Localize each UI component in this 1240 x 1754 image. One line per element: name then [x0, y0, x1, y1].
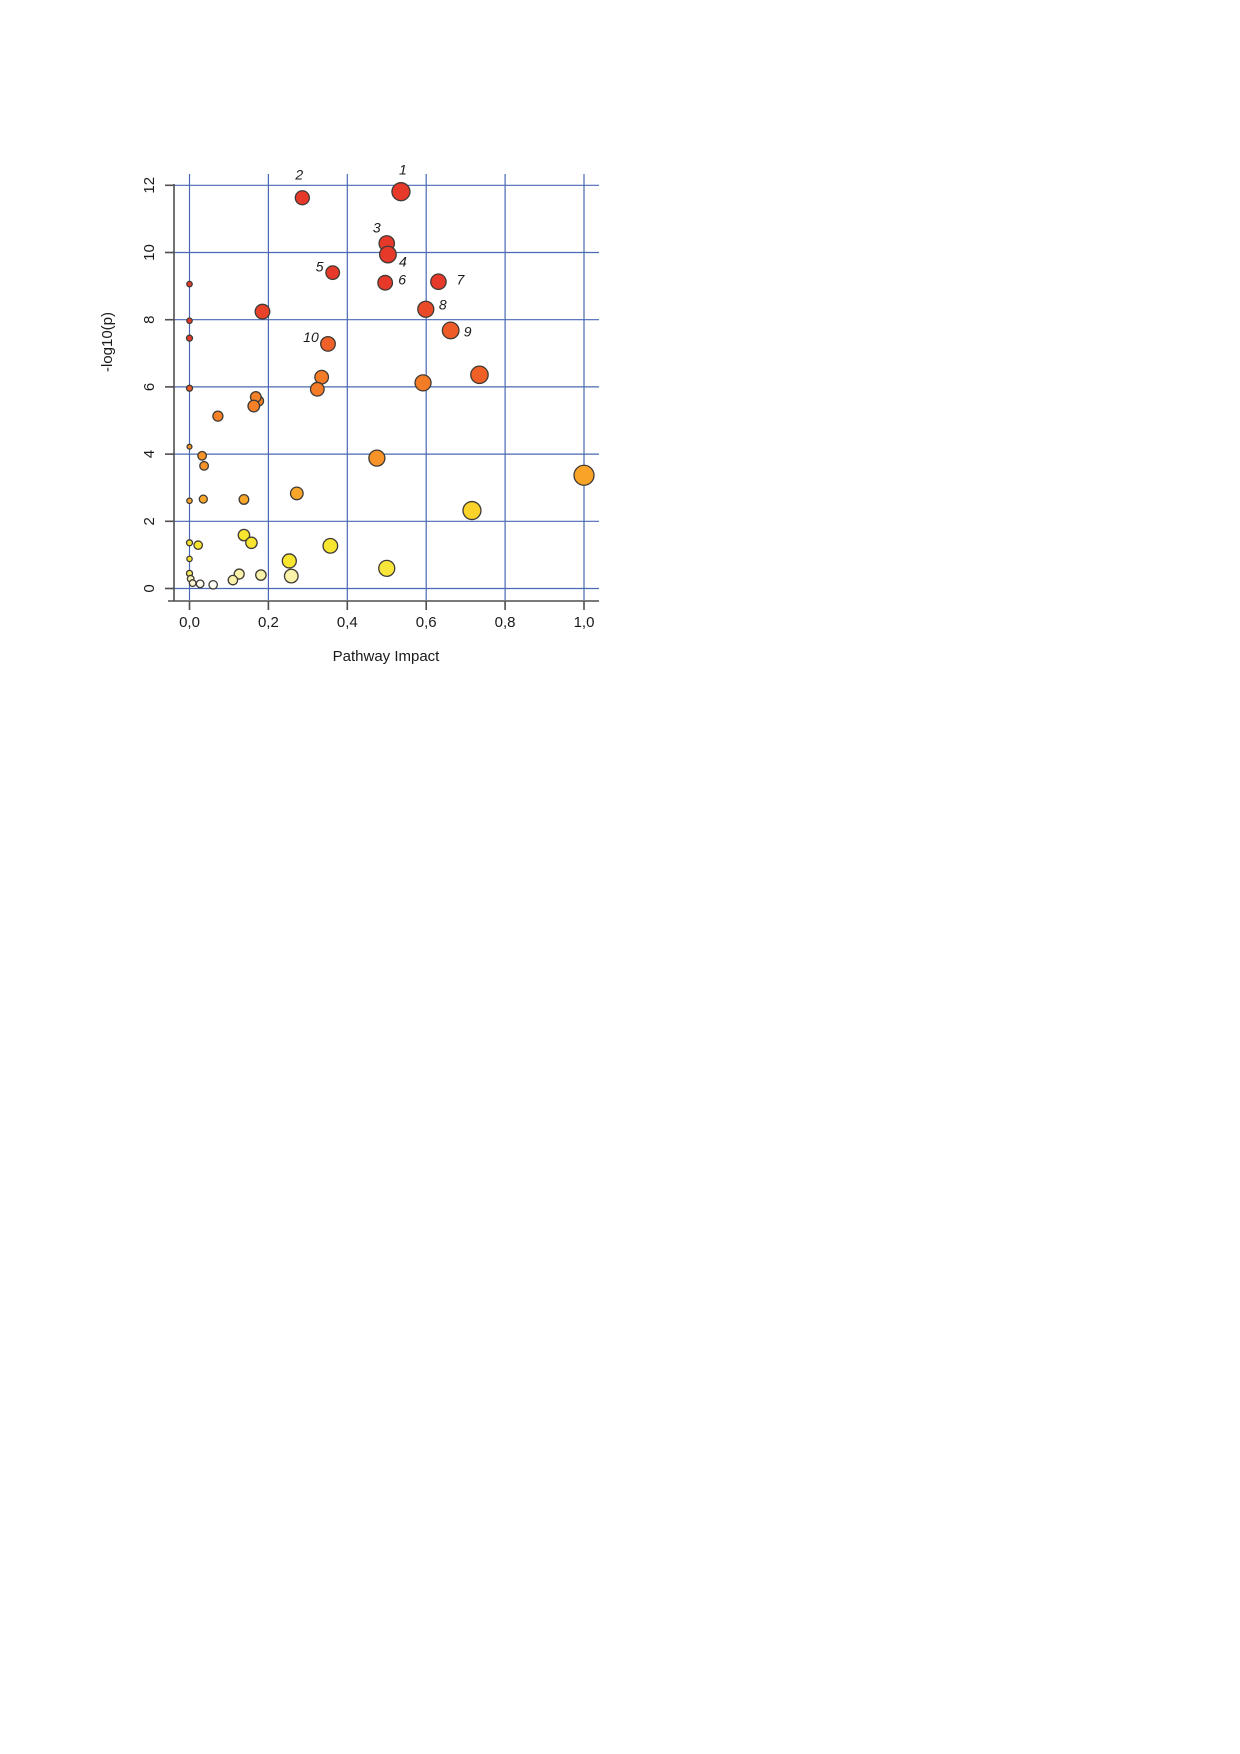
data-point [185, 384, 194, 392]
data-point [185, 334, 194, 342]
data-point [227, 574, 239, 586]
y-tick-label: 0 [141, 584, 158, 592]
data-point [378, 559, 396, 577]
data-point [238, 494, 250, 505]
data-point [193, 540, 204, 551]
x-tick-label: 0,8 [495, 614, 516, 631]
data-point [377, 274, 394, 291]
data-point [430, 273, 447, 291]
data-point [199, 460, 210, 471]
y-tick-label: 2 [141, 517, 158, 525]
data-point [294, 190, 310, 206]
x-axis-title: Pathway Impact [333, 648, 441, 665]
grid-lines [171, 174, 599, 600]
x-tick-label: 0,0 [179, 614, 200, 631]
data-point [378, 245, 397, 264]
data-point [198, 494, 208, 504]
data-point [188, 579, 197, 588]
data-point [573, 464, 595, 486]
data-point [414, 374, 432, 392]
point-label: 2 [294, 167, 303, 183]
point-label: 3 [373, 219, 381, 235]
data-point [186, 443, 193, 450]
data-point [186, 317, 193, 325]
x-tick-label: 1,0 [574, 614, 595, 631]
data-point [212, 410, 224, 422]
data-point [470, 365, 489, 385]
data-point [417, 300, 435, 318]
x-tick-label: 0,6 [416, 614, 437, 631]
point-label: 7 [457, 272, 466, 288]
y-axis-title: -log10(p) [99, 312, 116, 372]
data-point [462, 500, 482, 521]
x-tick-label: 0,4 [337, 614, 358, 631]
data-point [441, 321, 460, 340]
data-point [255, 569, 267, 581]
point-labels: 1 2 3 4 5 6 78 9 10 [294, 162, 471, 345]
data-point [197, 450, 208, 461]
y-tick-label: 4 [141, 450, 158, 458]
point-label: 9 [464, 323, 472, 339]
data-point [309, 381, 325, 397]
data-point [245, 536, 258, 550]
data-point [368, 449, 386, 467]
y-tick-label: 8 [141, 316, 158, 324]
data-point [391, 182, 411, 202]
data-point [247, 399, 261, 413]
data-point [186, 280, 193, 288]
point-label: 4 [399, 254, 407, 270]
data-point [195, 579, 205, 589]
x-tick-label: 0,2 [258, 614, 279, 631]
y-tick-label: 10 [141, 244, 158, 261]
axes-and-ticks: 0 2 4 6 8 10 12 0,0 0,2 0,4 0,6 0,8 1,0 [141, 177, 599, 631]
data-point [208, 579, 219, 590]
data-point [322, 537, 339, 554]
point-label: 1 [399, 162, 407, 178]
point-label: 5 [316, 259, 324, 275]
data-point [289, 486, 304, 501]
data-point [320, 335, 336, 352]
data-point [325, 265, 341, 281]
data-point [186, 555, 193, 563]
data-point [281, 553, 297, 569]
point-label: 6 [398, 272, 406, 288]
data-point [283, 568, 299, 584]
data-point [237, 528, 251, 542]
data-point [185, 539, 194, 547]
y-tick-label: 12 [141, 177, 158, 194]
data-point [254, 303, 271, 320]
data-point [186, 497, 193, 505]
y-tick-label: 6 [141, 383, 158, 391]
data-points [185, 182, 595, 590]
point-label: 8 [439, 296, 447, 312]
point-label: 10 [303, 329, 319, 345]
